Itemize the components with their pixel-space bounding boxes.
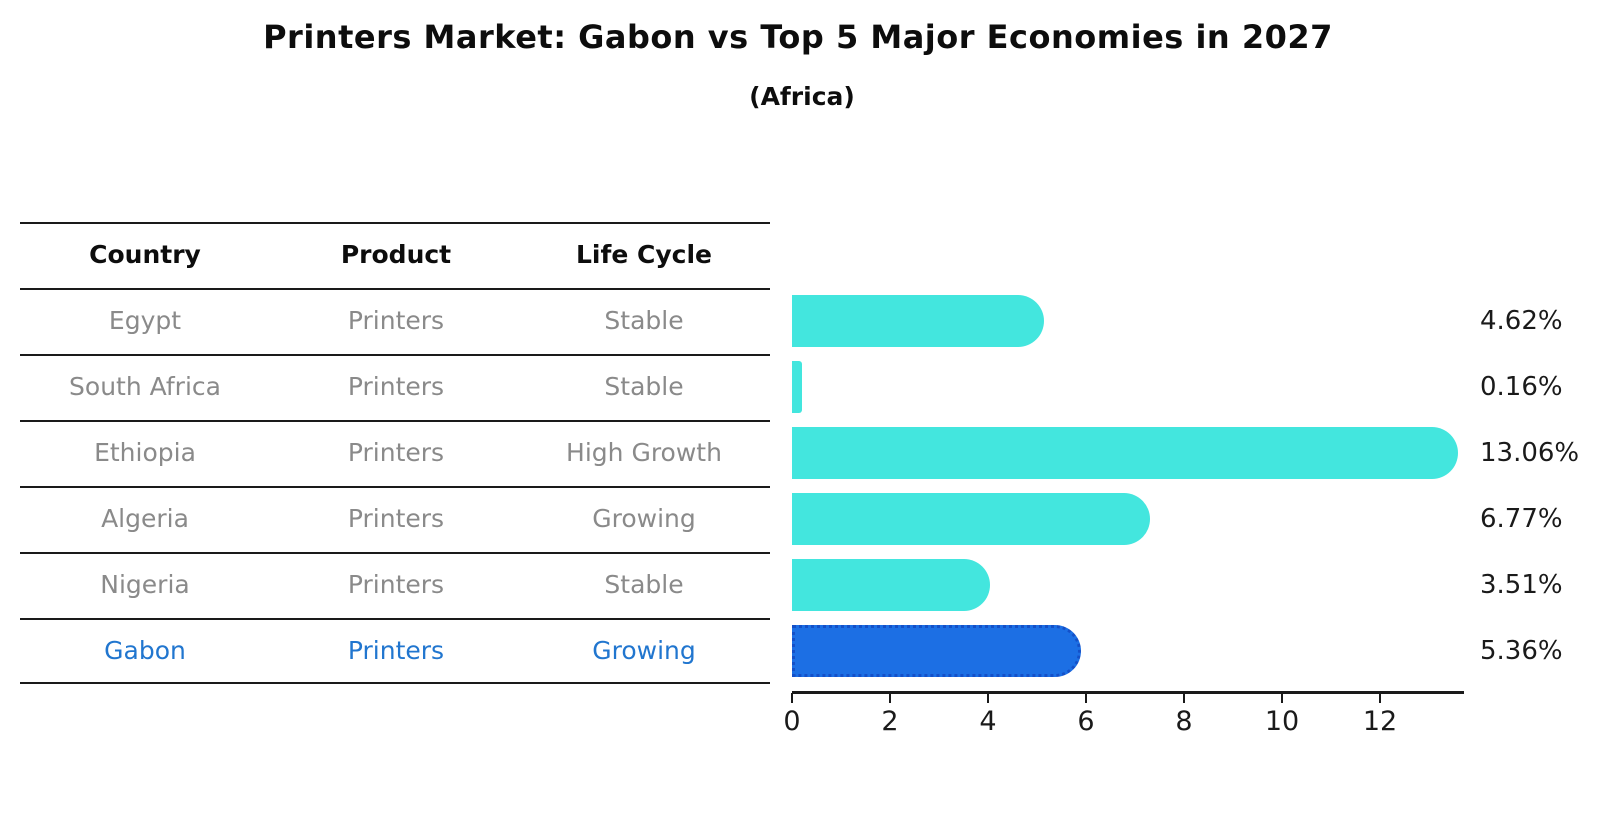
bar-ethiopia xyxy=(792,427,1458,479)
value-label-south-africa: 0.16% xyxy=(1480,372,1563,402)
table-rule xyxy=(20,618,770,620)
table-cell-country: Nigeria xyxy=(100,570,190,599)
table-cell-life_cycle: Stable xyxy=(604,372,684,401)
table-cell-life_cycle: Stable xyxy=(604,570,684,599)
table-cell-life_cycle: Stable xyxy=(604,306,684,335)
table-rule xyxy=(20,486,770,488)
axis-tick-label: 8 xyxy=(1175,706,1193,737)
axis-tick-label: 0 xyxy=(783,706,801,737)
table-cell-life_cycle: Growing xyxy=(592,636,696,665)
table-cell-country: Ethiopia xyxy=(94,438,196,467)
bar-algeria xyxy=(792,493,1150,545)
table-header-country: Country xyxy=(89,240,201,269)
x-axis-line xyxy=(792,691,1464,694)
bar-egypt xyxy=(792,295,1045,347)
value-label-gabon: 5.36% xyxy=(1480,636,1563,666)
value-label-ethiopia: 13.06% xyxy=(1480,438,1580,468)
table-cell-product: Printers xyxy=(347,306,445,335)
bar-nigeria xyxy=(792,559,990,611)
value-label-egypt: 4.62% xyxy=(1480,306,1563,336)
chart-subtitle: (Africa) xyxy=(749,82,855,111)
axis-tick xyxy=(987,693,989,703)
chart-title: Printers Market: Gabon vs Top 5 Major Ec… xyxy=(263,18,1333,56)
axis-tick-label: 10 xyxy=(1264,706,1300,737)
table-cell-product: Printers xyxy=(347,438,445,467)
bar-gabon xyxy=(792,625,1081,677)
value-label-nigeria: 3.51% xyxy=(1480,570,1563,600)
table-rule xyxy=(20,222,770,224)
table-cell-product: Printers xyxy=(347,570,445,599)
table-cell-product: Printers xyxy=(347,636,445,665)
bar-south-africa xyxy=(792,361,802,413)
table-cell-product: Printers xyxy=(347,372,445,401)
table-cell-country: Algeria xyxy=(101,504,189,533)
table-cell-product: Printers xyxy=(347,504,445,533)
value-label-algeria: 6.77% xyxy=(1480,504,1563,534)
table-cell-country: South Africa xyxy=(69,372,221,401)
axis-tick xyxy=(1183,693,1185,703)
table-rule xyxy=(20,420,770,422)
axis-tick-label: 4 xyxy=(979,706,997,737)
axis-tick xyxy=(791,693,793,703)
table-cell-life_cycle: High Growth xyxy=(566,438,722,467)
axis-tick-label: 12 xyxy=(1362,706,1398,737)
table-cell-country: Gabon xyxy=(104,636,186,665)
table-rule xyxy=(20,354,770,356)
table-cell-country: Egypt xyxy=(108,306,182,335)
table-header-life_cycle: Life Cycle xyxy=(575,240,713,269)
axis-tick xyxy=(1281,693,1283,703)
table-rule xyxy=(20,682,770,684)
axis-tick xyxy=(1085,693,1087,703)
table-cell-life_cycle: Growing xyxy=(592,504,696,533)
table-header-product: Product xyxy=(340,240,452,269)
axis-tick xyxy=(1379,693,1381,703)
axis-tick xyxy=(889,693,891,703)
table-rule xyxy=(20,288,770,290)
axis-tick-label: 2 xyxy=(881,706,899,737)
axis-tick-label: 6 xyxy=(1077,706,1095,737)
table-rule xyxy=(20,552,770,554)
